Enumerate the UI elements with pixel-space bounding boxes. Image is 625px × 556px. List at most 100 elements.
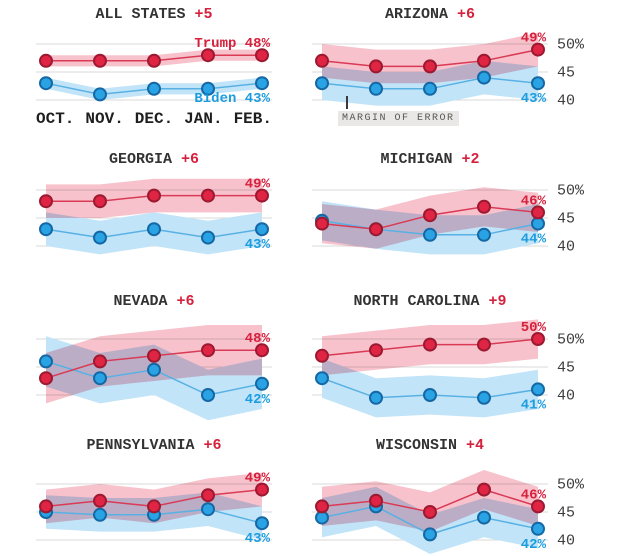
axis-tick-label: 45 (557, 65, 575, 82)
trump-dot (255, 188, 269, 203)
axis-tick-label: 50% (557, 332, 585, 349)
biden-dot (39, 222, 53, 237)
chart-wisconsin: 50% 45 40 46% 42% (312, 470, 585, 554)
biden-dot (255, 516, 269, 531)
trump-dot (369, 343, 383, 358)
trump-value-label: 50% (521, 320, 547, 336)
chart-pennsylvania: 49% 43% (36, 471, 272, 547)
trump-dot (93, 493, 107, 508)
axis-tick-label: 40 (557, 239, 575, 256)
biden-dot (423, 227, 437, 242)
lead-margin: +6 (457, 6, 476, 23)
trump-dot (255, 48, 269, 63)
axis-tick-label: 40 (557, 388, 575, 405)
biden-dot (315, 76, 329, 91)
trump-dot (369, 493, 383, 508)
biden-dot (255, 222, 269, 237)
chart-all-states: Trump 48% Biden 43% (36, 36, 272, 107)
biden-dot (93, 230, 107, 245)
biden-value-label: 42% (521, 537, 547, 553)
biden-dot (201, 502, 215, 517)
trump-dot (39, 499, 53, 514)
biden-dot (255, 376, 269, 391)
axis-tick-label: 50% (557, 477, 585, 494)
biden-value-label: 44% (521, 232, 547, 248)
axis-tick-label: 50% (557, 37, 585, 54)
trump-dot (315, 499, 329, 514)
biden-value-label: 41% (521, 397, 547, 413)
biden-dot (531, 521, 545, 536)
panel-title-arizona: ARIZONA +6 (312, 6, 548, 23)
trump-value-label: 48% (245, 331, 271, 347)
biden-dot (477, 70, 491, 85)
state-name: ARIZONA (384, 6, 448, 23)
biden-dot (423, 81, 437, 96)
axis-tick-label: 50% (557, 183, 585, 200)
trump-dot (255, 482, 269, 497)
panel-title-all-states: ALL STATES +5 (36, 6, 272, 23)
panel-title-pennsylvania: PENNSYLVANIA +6 (36, 437, 272, 454)
biden-value-label: 43% (521, 91, 547, 107)
biden-value-label: 43% (245, 531, 271, 547)
biden-dot (315, 371, 329, 386)
lead-margin: +5 (194, 6, 213, 23)
biden-dot (147, 81, 161, 96)
trump-dot (315, 216, 329, 231)
trump-dot (531, 499, 545, 514)
biden-dot (531, 382, 545, 397)
chart-arizona: 50% 45 40 49% 43% (312, 31, 585, 110)
trump-dot (147, 53, 161, 68)
biden-dot (477, 390, 491, 405)
trump-dot (93, 354, 107, 369)
biden-dot (531, 76, 545, 91)
panel-title-nevada: NEVADA +6 (36, 293, 272, 310)
trump-dot (477, 53, 491, 68)
trump-dot (255, 343, 269, 358)
lead-margin: +2 (461, 151, 480, 168)
biden-dot (255, 76, 269, 91)
month-label: DEC. (134, 110, 174, 128)
moe-pointer-line (346, 96, 348, 109)
biden-dot (477, 227, 491, 242)
state-name: WISCONSIN (375, 437, 457, 454)
biden-dot (93, 507, 107, 522)
trump-value-label: 49% (521, 31, 547, 47)
trump-dot (477, 199, 491, 214)
chart-georgia: 49% 43% (36, 177, 272, 255)
trump-dot (477, 337, 491, 352)
biden-value-label: 43% (245, 237, 271, 253)
biden-dot (39, 76, 53, 91)
lead-margin: +6 (203, 437, 222, 454)
axis-tick-label: 40 (557, 533, 575, 550)
chart-nevada: 48% 42% (36, 325, 272, 421)
state-name: NORTH CAROLINA (353, 293, 480, 310)
trump-dot (39, 53, 53, 68)
biden-dot (147, 222, 161, 237)
biden-dot (369, 81, 383, 96)
trump-dot (315, 348, 329, 363)
trump-value-label: 49% (245, 471, 271, 487)
panel-title-wisconsin: WISCONSIN +4 (312, 437, 548, 454)
state-name: NEVADA (113, 293, 168, 310)
trump-dot (369, 59, 383, 74)
trump-dot (147, 499, 161, 514)
chart-north-carolina: 50% 45 40 50% 41% (312, 319, 585, 418)
panel-title-georgia: GEORGIA +6 (36, 151, 272, 168)
axis-tick-label: 45 (557, 505, 575, 522)
biden-dot (93, 371, 107, 386)
lead-margin: +4 (466, 437, 485, 454)
margin-of-error-label: MARGIN OF ERROR (338, 111, 459, 126)
axis-tick-label: 45 (557, 360, 575, 377)
trump-dot (201, 343, 215, 358)
lead-margin: +9 (488, 293, 507, 310)
lead-margin: +6 (176, 293, 195, 310)
trump-dot (201, 488, 215, 503)
trump-dot (201, 188, 215, 203)
trump-dot (531, 205, 545, 220)
trump-value-label: 46% (521, 193, 547, 209)
trump-dot (423, 337, 437, 352)
month-label: FEB. (233, 110, 272, 128)
trump-dot (423, 59, 437, 74)
trump-dot (93, 53, 107, 68)
